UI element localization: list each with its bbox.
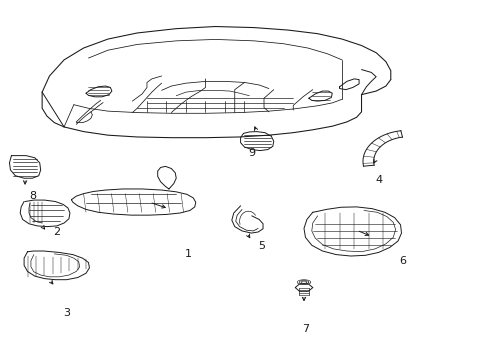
Text: 2: 2 <box>53 227 60 237</box>
Text: 4: 4 <box>374 175 382 185</box>
Text: 5: 5 <box>258 241 264 251</box>
Text: 7: 7 <box>301 324 308 334</box>
Text: 8: 8 <box>29 191 36 201</box>
Text: 9: 9 <box>248 148 255 158</box>
Text: 6: 6 <box>399 256 406 266</box>
Text: 1: 1 <box>184 248 191 258</box>
Text: 3: 3 <box>63 308 70 318</box>
